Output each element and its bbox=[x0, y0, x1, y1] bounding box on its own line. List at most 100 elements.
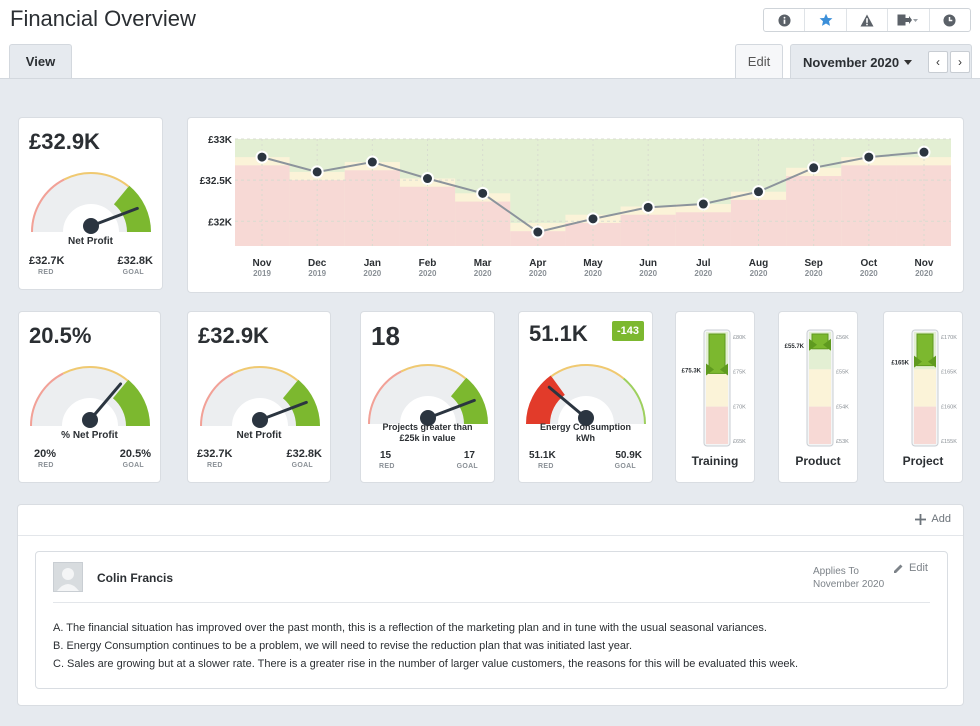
energy-label-line1: Energy Consumption bbox=[539, 422, 631, 432]
product-bullet-chart: £55.7K £56K £55K £54K £53K bbox=[785, 329, 849, 447]
comment-line-b: B. Energy Consumption continues to be a … bbox=[53, 640, 633, 652]
warning-icon bbox=[860, 14, 874, 26]
bullet-marker-left bbox=[809, 338, 817, 351]
gauge-track bbox=[31, 172, 151, 232]
comment-divider bbox=[53, 602, 930, 603]
chart-red-step bbox=[730, 199, 787, 246]
history-button[interactable] bbox=[930, 9, 970, 31]
gauge-needle bbox=[258, 400, 308, 422]
net-profit-goal-value: £32.8K bbox=[117, 255, 153, 267]
net-profit-small-goal-caption: GOAL bbox=[291, 462, 313, 469]
training-bullet-chart: £75.3K £80K £75K £70K £65K bbox=[682, 329, 746, 447]
export-button[interactable] bbox=[888, 9, 930, 31]
edit-comment-button[interactable]: Edit bbox=[893, 562, 928, 574]
clock-icon bbox=[943, 13, 956, 27]
gauge-red-edge bbox=[368, 370, 402, 425]
data-point bbox=[807, 161, 821, 175]
tab-view[interactable]: View bbox=[9, 44, 72, 78]
data-point bbox=[586, 212, 600, 226]
energy-change-badge: -143 bbox=[612, 321, 644, 341]
x-tick-month: May bbox=[583, 258, 603, 269]
alert-button[interactable] bbox=[847, 9, 889, 31]
net-profit-trend-card[interactable]: £33K £32.5K £32K Nov 2019 Dec 2019 Jan 2020 Feb 20… bbox=[187, 117, 964, 293]
projects-goal-caption: GOAL bbox=[456, 463, 478, 470]
x-tick-year: 2020 bbox=[474, 269, 492, 278]
net-profit-small-card[interactable]: £32.9K Net Profit £32.7K RED £32.8K GOAL bbox=[187, 311, 331, 483]
bullet-warn-band bbox=[914, 369, 936, 407]
product-card[interactable]: £55.7K £56K £55K £54K £53K Product bbox=[778, 311, 858, 483]
comment-card: Colin Francis Applies To November 2020 E… bbox=[35, 551, 948, 689]
bullet-marker-right bbox=[720, 363, 728, 376]
gauge-warn-edge bbox=[550, 364, 625, 380]
gauge-pivot bbox=[83, 218, 99, 234]
net-profit-small-goal-value: £32.8K bbox=[286, 448, 322, 460]
x-tick-year: 2020 bbox=[694, 269, 712, 278]
project-card[interactable]: £165K £170K £165K £160K £155K Project bbox=[883, 311, 963, 483]
projects-label-line1: Projects greater than bbox=[382, 422, 473, 432]
chart-red-step bbox=[455, 201, 511, 246]
previous-period-button[interactable]: ‹ bbox=[928, 51, 948, 73]
x-tick-month: Nov bbox=[253, 258, 272, 269]
bullet-tick-label: £70K bbox=[733, 404, 746, 410]
x-tick-year: 2020 bbox=[639, 269, 657, 278]
energy-card[interactable]: 51.1K -143 Energy Consumption kWh 51.1K … bbox=[518, 311, 653, 483]
project-title: Project bbox=[902, 454, 944, 468]
favourite-button[interactable] bbox=[805, 9, 847, 31]
net-profit-value: £32.9K bbox=[29, 129, 100, 154]
x-tick-month: Mar bbox=[474, 258, 492, 269]
data-point bbox=[310, 165, 324, 179]
gauge-pivot bbox=[420, 410, 436, 426]
pct-net-profit-label: % Net Profit bbox=[61, 430, 118, 441]
training-card[interactable]: £75.3K £80K £75K £70K £65K Training bbox=[675, 311, 755, 483]
net-profit-card[interactable]: £32.9K Net Profit £32.7K RED £32.8K GOAL bbox=[18, 117, 163, 290]
gauge-warn-edge bbox=[63, 172, 130, 188]
comments-divider bbox=[18, 535, 963, 536]
x-tick-year: 2020 bbox=[584, 269, 602, 278]
project-bullet-chart: £165K £170K £165K £160K £155K bbox=[891, 329, 957, 447]
data-point bbox=[641, 200, 655, 214]
avatar bbox=[53, 562, 83, 592]
next-period-button[interactable]: › bbox=[950, 51, 970, 73]
gauge-pivot bbox=[252, 412, 268, 428]
chart-red-step bbox=[510, 231, 566, 246]
y-tick-label: £32K bbox=[208, 217, 233, 228]
x-tick-year: 2020 bbox=[915, 269, 933, 278]
net-profit-small-red-caption: RED bbox=[207, 462, 223, 469]
comments-panel: Add Colin Francis Applies To November 20… bbox=[17, 504, 964, 706]
energy-goal-value: 50.9K bbox=[615, 450, 642, 461]
pct-net-profit-card[interactable]: 20.5% % Net Profit 20% RED 20.5% GOAL bbox=[18, 311, 161, 483]
y-tick-label: £32.5K bbox=[200, 176, 233, 187]
pct-net-profit-goal-value: 20.5% bbox=[119, 448, 151, 460]
projects-gauge bbox=[368, 364, 488, 427]
energy-red-value: 51.1K bbox=[529, 450, 556, 461]
bullet-red-band bbox=[809, 406, 831, 444]
period-selector[interactable]: November 2020 ‹ › bbox=[790, 44, 972, 78]
comment-line-c: C. Sales are growing but at a slower rat… bbox=[53, 658, 799, 670]
add-comment-button[interactable]: Add bbox=[915, 513, 951, 525]
bullet-tick-label: £65K bbox=[733, 439, 746, 445]
x-tick-month: Jun bbox=[639, 258, 657, 269]
pct-net-profit-red-caption: RED bbox=[38, 462, 54, 469]
gauge-needle bbox=[89, 206, 139, 228]
net-profit-red-value: £32.7K bbox=[29, 255, 65, 267]
energy-label-line2: kWh bbox=[576, 433, 595, 443]
edit-button[interactable]: Edit bbox=[735, 44, 783, 78]
net-profit-small-label: Net Profit bbox=[236, 430, 282, 441]
comment-line-a: A. The financial situation has improved … bbox=[53, 622, 767, 634]
bullet-marker-right bbox=[823, 338, 831, 351]
net-profit-trend-chart: £33K£32.5K£32KNov2019Dec2019Jan2020Feb20… bbox=[200, 135, 951, 278]
projects-card[interactable]: 18 Projects greater than £25k in value 1… bbox=[360, 311, 495, 483]
bullet-value-label: £55.7K bbox=[785, 344, 805, 350]
gauge-good-zone bbox=[112, 379, 150, 426]
bullet-tick-label: £155K bbox=[941, 439, 957, 445]
x-tick-year: 2020 bbox=[805, 269, 823, 278]
data-point bbox=[917, 145, 931, 159]
data-point bbox=[255, 150, 269, 164]
projects-red-value: 15 bbox=[380, 450, 392, 461]
user-icon bbox=[57, 568, 79, 591]
x-tick-year: 2020 bbox=[363, 269, 381, 278]
data-point bbox=[862, 150, 876, 164]
info-button[interactable] bbox=[764, 9, 806, 31]
x-tick-month: Oct bbox=[860, 258, 877, 269]
y-tick-label: £33K bbox=[208, 135, 233, 146]
